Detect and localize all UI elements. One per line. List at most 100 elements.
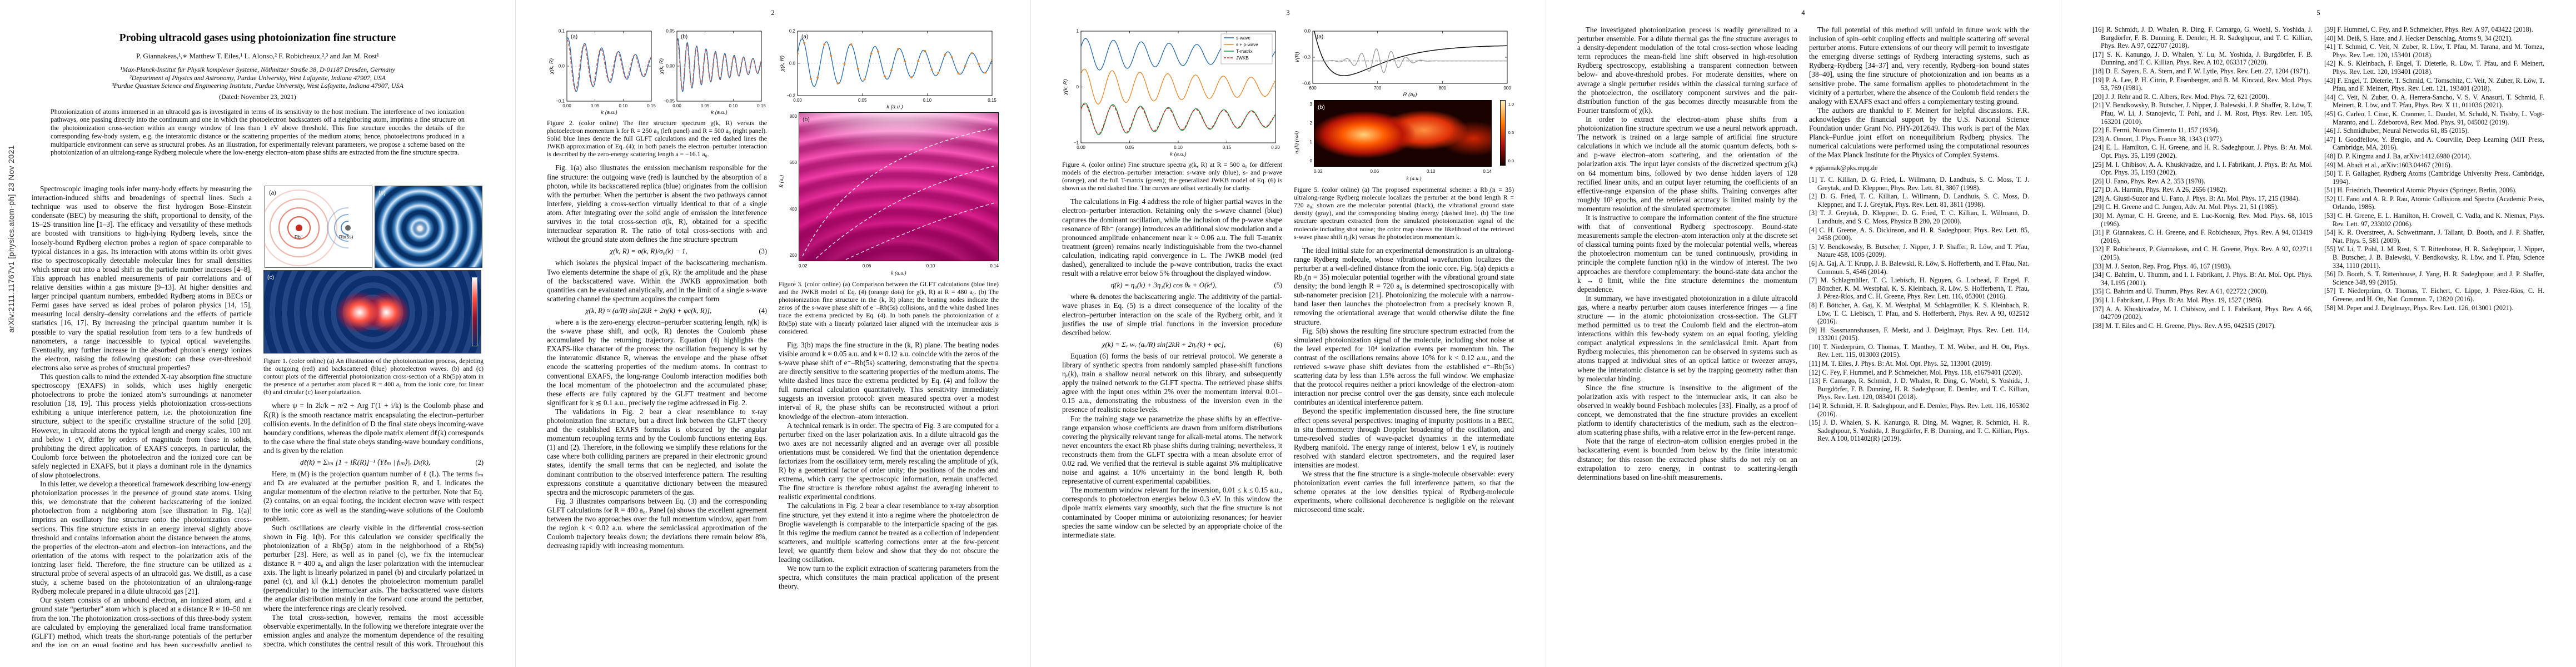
tick-label: 0.10 (926, 263, 935, 268)
svg-text:−0.6: −0.6 (1302, 81, 1311, 86)
reference-item: [32] F. Robicheaux, P. Giannakeas, and C… (2092, 245, 2313, 262)
body-paragraph: where θₖ denotes the backscattering angl… (1062, 292, 1282, 337)
equation: χ(k, R) ≈ (a/R) sin[2kR + 2η(k) + φc(k, … (547, 306, 767, 315)
body-paragraph: The validations in Fig. 2 bear a clear r… (547, 407, 767, 496)
svg-text:0.15: 0.15 (988, 98, 996, 103)
reference-item: [56] D. Booth, S. T. Rittenhouse, J. Yan… (2324, 270, 2544, 286)
equation-body: dℓ(k) = Σₗₘ [1 + iK̄(R)]⁻¹ ⟨Yℓₘ | fₗₘ⟩|ᵣ… (300, 458, 431, 467)
figure-2-panel-a: 0.00 0.05 0.10 0.15 −0.1 0.0 0.1 k (a.u.) χ(k, R… (549, 29, 656, 116)
body-paragraph: The authors are thankful to F. Meinert f… (1809, 106, 2029, 160)
column-flow: The investigated photoionization process… (1577, 26, 1797, 482)
tick-label: 0.14 (990, 263, 999, 268)
body-paragraph: It is instructive to compare the informa… (1577, 213, 1797, 293)
reference-item: [12] C. Fey, F. Hummel, and P. Schmelche… (1809, 368, 2022, 376)
tick-label: 600 (789, 160, 797, 166)
page-3-column-1: 0.00 0.05 0.10 0.15 0.20 −1 0 1 k (a.u.) χ(k, R) s… (1062, 26, 1282, 647)
svg-text:0.15: 0.15 (647, 103, 656, 108)
figure-3b-extrema-lines (802, 128, 995, 260)
tick-label: 800 (789, 114, 797, 119)
svg-text:0.0: 0.0 (789, 61, 796, 66)
svg-text:k (a.u.): k (a.u.) (711, 109, 728, 116)
figure-1c-contour: (c) (263, 270, 481, 354)
reference-item: [17] S. K. Kanungo, J. D. Whalen, Y. Lu,… (2092, 50, 2313, 67)
reference-item: [51] H. Friedrich, Theoretical Atomic Ph… (2324, 186, 2517, 195)
svg-text:700: 700 (1374, 86, 1382, 91)
body-paragraph: Fig. 3 illustrates comparisons between E… (547, 496, 767, 550)
figure-3b-yticks: 800 600 400 200 (785, 112, 797, 260)
reference-item: [39] F. Hummel, C. Fey, and P. Schmelche… (2324, 26, 2533, 33)
page-2-column-1: 0.00 0.05 0.10 0.15 −0.1 0.0 0.1 k (a.u.) χ(k, R… (547, 26, 767, 647)
body-paragraph: Beyond the specific implementation discu… (1294, 407, 1514, 469)
figure-3-panel-b: R (a₀) 800 600 400 200 (b) 0.0 (779, 112, 999, 277)
column-flow: Fig. 1(a) also illustrates the emission … (547, 163, 767, 550)
reference-item: [14] R. Schmidt, H. R. Sadeghpour, and E… (1809, 402, 2029, 418)
body-paragraph: The momentum window relevant for the inv… (1062, 486, 1282, 539)
equation: η̄(k) = η₀(k) + 3η₁(k) cos θₖ + O(k⁴), (5… (1062, 281, 1282, 290)
body-paragraph: Equation (6) forms the basis of our retr… (1062, 351, 1282, 414)
figure-1c-label: (c) (267, 274, 275, 281)
reference-item: [29] C. H. Greene and C. Jungen, Adv. At… (2092, 203, 2279, 211)
reference-item: [22] E. Fermi, Nuovo Cimento 11, 157 (19… (2092, 126, 2220, 135)
reference-item: [28] A. Giusti-Suzor and U. Fano, J. Phy… (2092, 194, 2300, 202)
reference-item: [5] V. Bendkowsky, B. Butscher, J. Nippe… (1809, 242, 2029, 259)
page-number: 4 (1801, 9, 1805, 17)
tick-label: 0.10 (1426, 169, 1436, 174)
reference-item: [58] M. Peper and J. Deiglmayr, Phys. Re… (2324, 303, 2514, 312)
body-paragraph: where a is the zero-energy electron–pert… (547, 317, 767, 407)
svg-text:0.00: 0.00 (562, 103, 571, 108)
reference-item: [42] K. S. Kleinbach, F. Engel, T. Diete… (2324, 59, 2544, 76)
page-number: 5 (2316, 9, 2320, 17)
tick-label: 1.0 (1508, 102, 1514, 107)
reference-item: [8] F. Böttcher, A. Gaj, K. M. Westphal,… (1809, 301, 2029, 326)
svg-text:χ(k, R): χ(k, R) (779, 56, 785, 72)
reference-item: [23] A. Omont, J. Phys. France 38, 1343 … (2092, 135, 2224, 143)
body-paragraph: We stress that the fine structure is a s… (1294, 470, 1514, 514)
svg-text:χ(k, R): χ(k, R) (659, 58, 665, 74)
affiliation-line: ²Department of Physics and Astronomy, Pu… (129, 73, 386, 82)
figure-3b-density-map: (b) (799, 112, 999, 261)
figure-1c-colorbar (472, 277, 477, 346)
reference-item: [44] C. Veit, N. Zuber, O. A. Herrera-Sa… (2324, 93, 2544, 109)
body-paragraph: We now turn to the explicit extraction o… (779, 564, 999, 591)
reference-item: [6] A. Gaj, A. T. Krupp, J. B. Balewski,… (1809, 259, 2029, 276)
reference-item: [43] F. Engel, T. Dieterle, T. Schmid, C… (2324, 76, 2544, 93)
figure-5b-density-map: (b) (1314, 100, 1492, 167)
figure-5b-yticks: 3 2 1 0 (1301, 100, 1312, 166)
svg-text:−1: −1 (1074, 141, 1079, 146)
body-paragraph: Here, m (M) is the projection quantum nu… (263, 470, 484, 523)
page-5-column-1: [16] R. Schmidt, J. D. Whalen, R. Ding, … (2092, 26, 2313, 647)
reference-item: [25] M. I. Chibisov, A. A. Khuskivadze, … (2092, 160, 2313, 177)
page-number: 2 (771, 9, 775, 17)
reference-list: [16] R. Schmidt, J. D. Whalen, R. Ding, … (2092, 26, 2313, 330)
figure-1b-label: (b) (378, 190, 386, 196)
svg-text:0.05: 0.05 (1125, 145, 1134, 150)
reference-item: [21] V. Bendkowsky, B. Butscher, J. Nipp… (2092, 101, 2313, 126)
svg-text:0.05: 0.05 (666, 29, 675, 34)
figure-3: 0.00 0.05 0.10 0.15 −0.2 0.0 0.2 k (a.u.) χ(k, R… (779, 27, 999, 335)
reference-item: [49] M. Abadi et al., arXiv:1603.04467 (… (2324, 161, 2452, 169)
reference-item: [10] T. Niederprüm, O. Thomas, T. Manthe… (1809, 342, 2029, 359)
reference-item: [54] K. R. Overstreet, A. Schwettmann, J… (2324, 228, 2544, 245)
figure-2-caption: Figure 2. (color online) The fine struct… (547, 119, 767, 158)
svg-text:0.00: 0.00 (672, 103, 681, 108)
reference-item: [9] H. Sassmannshausen, F. Merkt, and J.… (1809, 326, 2029, 342)
reference-item: [18] D. E. Sayers, E. A. Stern, and F. W… (2092, 67, 2310, 75)
svg-text:0.00: 0.00 (1077, 145, 1085, 150)
reference-item: [52] U. Fano and A. R. P. Rau, Atomic Co… (2324, 195, 2544, 211)
column-flow: Fig. 3(b) maps the fine structure in the… (779, 341, 999, 591)
page-2: 2 0.00 0.05 0.10 0.15 −0.1 0.0 0.1 k (a.u.) χ(k,… (515, 0, 1030, 667)
svg-text:0.2: 0.2 (789, 29, 796, 34)
svg-text:0: 0 (1077, 84, 1079, 89)
page-1: arXiv:2111.11767v1 [physics.atom-ph] 23 … (0, 0, 515, 667)
arxiv-label: arXiv:2111.11767v1 [physics.atom-ph] 23 … (7, 145, 16, 333)
figure-5b-label: (b) (1318, 104, 1325, 111)
tick-label: 0.06 (862, 263, 871, 268)
body-paragraph: This question calls to mind the extended… (32, 372, 252, 479)
svg-text:−0.2: −0.2 (786, 93, 795, 98)
tick-label: 0 (1309, 158, 1312, 163)
body-paragraph: which isolates the physical impact of th… (547, 258, 767, 303)
affiliation-block: ¹Max-Planck-Institut für Physik komplexe… (32, 66, 484, 90)
reference-item: [45] G. Carleo, I. Cirac, K. Cranmer, L.… (2324, 109, 2544, 126)
figure-1b-contour: (b) (375, 186, 482, 268)
